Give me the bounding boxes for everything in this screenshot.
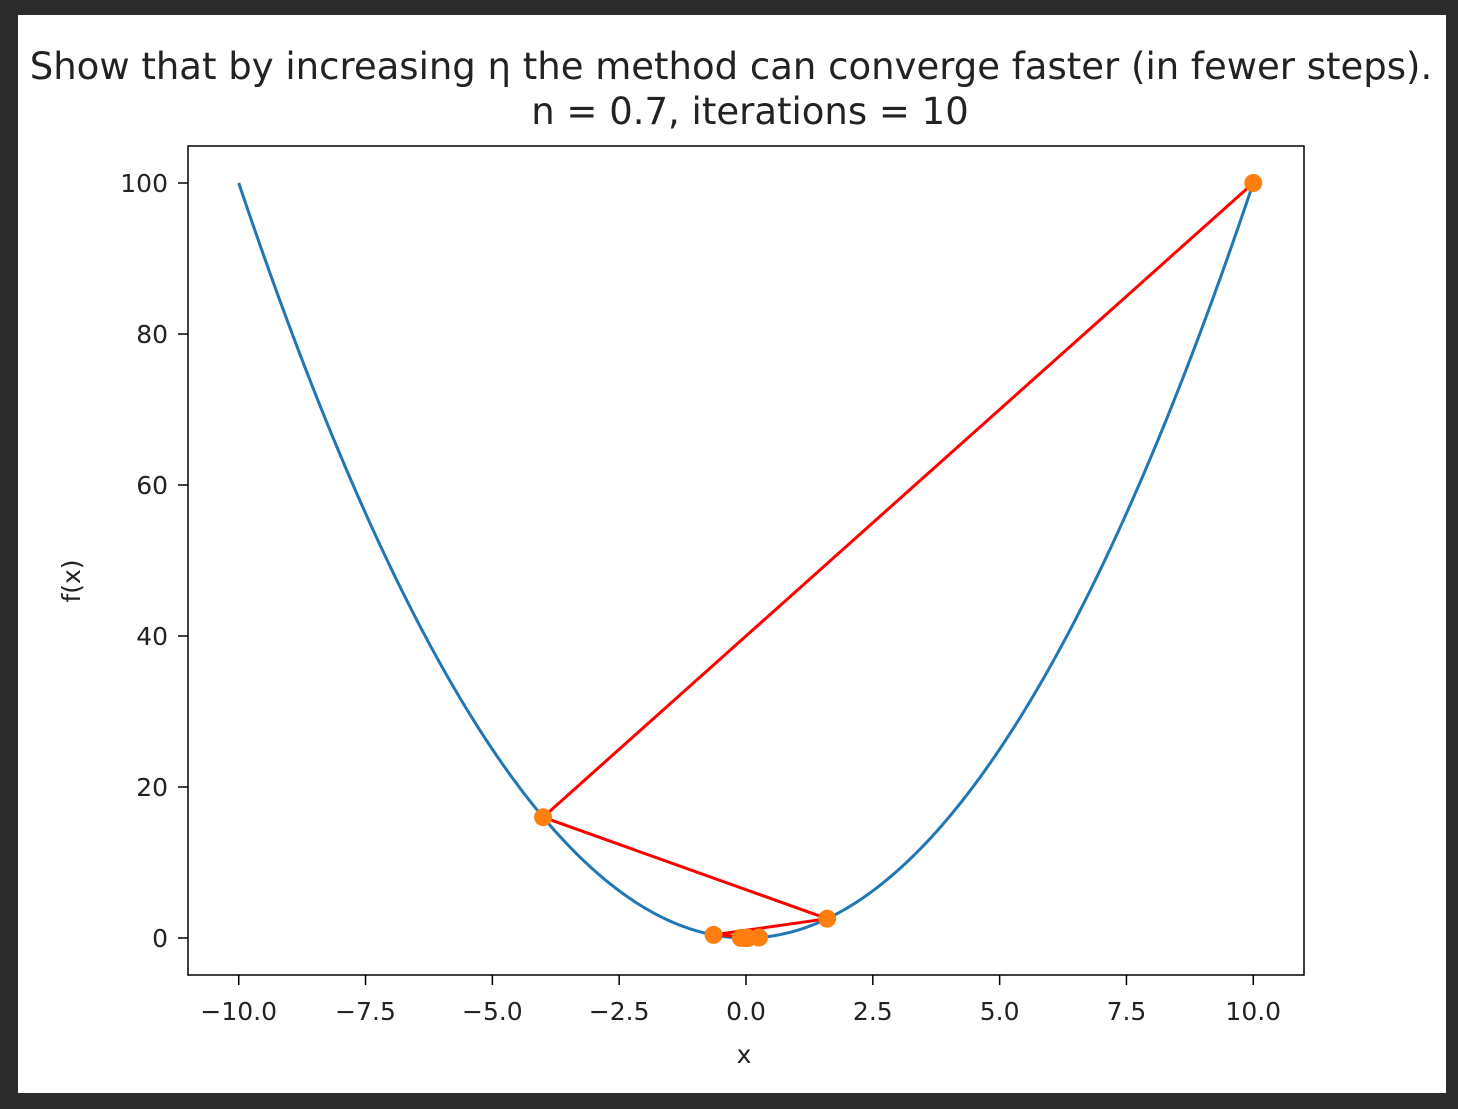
x-tick-label: −10.0 (200, 997, 277, 1026)
step-point-10 (737, 929, 756, 947)
figure: Show that by increasing η the method can… (18, 15, 1446, 1093)
x-tick-label: −7.5 (335, 997, 396, 1026)
x-axis-label: x (737, 1040, 752, 1069)
x-tick-label: −5.0 (462, 997, 523, 1026)
x-tick-label: 0.0 (726, 997, 766, 1026)
plot-frame (187, 145, 1305, 976)
plot-area (187, 145, 1305, 976)
step-point-0 (1244, 174, 1263, 192)
y-tick-label: 0 (152, 924, 168, 953)
function-curve (237, 182, 1255, 940)
step-path-line (541, 181, 1255, 940)
step-point-2 (818, 909, 837, 928)
chart-subtitle: n = 0.7, iterations = 10 (531, 90, 969, 133)
y-axis: 0 20 40 60 80 100 (120, 169, 188, 953)
x-tick-label: 5.0 (980, 997, 1020, 1026)
step-point-3 (704, 925, 723, 944)
plot-content (237, 174, 1263, 947)
y-tick-label: 20 (136, 773, 168, 802)
y-tick-label: 60 (136, 471, 168, 500)
y-tick-label: 40 (136, 622, 168, 651)
x-tick-label: 7.5 (1107, 997, 1147, 1026)
x-tick-label: −2.5 (589, 997, 650, 1026)
y-axis-label: f(x) (57, 559, 86, 602)
chart-title: Show that by increasing η the method can… (30, 45, 1432, 88)
x-tick-label: 10.0 (1225, 997, 1281, 1026)
plot-svg: Show that by increasing η the method can… (30, 45, 1432, 1069)
y-tick-label: 100 (120, 169, 168, 198)
step-point-1 (534, 808, 553, 827)
x-axis: −10.0 −7.5 −5.0 −2.5 0.0 2.5 5.0 7.5 10.0 (200, 975, 1281, 1026)
x-tick-label: 2.5 (853, 997, 893, 1026)
y-tick-label: 80 (136, 320, 168, 349)
